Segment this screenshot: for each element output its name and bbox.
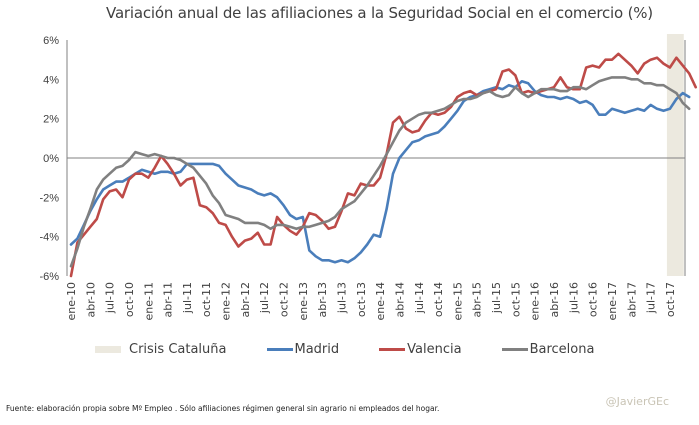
author-credit: @JavierGEc <box>605 395 669 408</box>
x-tick-label: jul-13 <box>335 282 348 314</box>
shaded-region-crisis <box>666 34 684 276</box>
x-tick-label: oct-15 <box>509 282 522 317</box>
x-tick-label: jul-11 <box>181 282 194 314</box>
x-tick-label: jul-12 <box>258 282 271 314</box>
x-tick-label: abr-11 <box>162 282 175 318</box>
legend-item-crisis: Crisis Cataluña <box>95 342 227 357</box>
y-tick-label: 6% <box>43 35 59 47</box>
series-line-valencia <box>69 52 698 278</box>
x-tick-label: ene-12 <box>220 282 233 320</box>
x-tick-label: abr-16 <box>548 282 561 318</box>
x-tick-label: oct-11 <box>200 282 213 317</box>
y-tick-labels: 6% 4% 2% 0% -2% -4% -6% <box>39 35 59 283</box>
x-tick-label: abr-13 <box>316 282 329 318</box>
x-tick-label: oct-12 <box>278 282 291 317</box>
x-tick-label: ene-10 <box>65 282 78 320</box>
y-tick-label: -4% <box>39 232 59 244</box>
series-layer <box>69 52 698 278</box>
legend-label-crisis: Crisis Cataluña <box>129 342 227 357</box>
y-tick-label: -6% <box>39 271 59 283</box>
x-tick-label: abr-14 <box>393 282 406 318</box>
x-tick-label: ene-14 <box>374 282 387 320</box>
x-tick-label: jul-17 <box>645 282 658 314</box>
legend-swatch-crisis <box>95 346 121 353</box>
shaded-region-layer <box>666 34 684 276</box>
x-tick-label: oct-17 <box>664 282 677 317</box>
x-tick-label: jul-10 <box>104 282 117 314</box>
legend-item-barcelona: Barcelona <box>501 342 595 357</box>
line-chart: 6% 4% 2% 0% -2% -4% -6% ene-10 abr-10 jul-10 oct-… <box>39 34 698 320</box>
x-tick-label: ene-11 <box>142 282 155 320</box>
chart-title: Variación anual de las afiliaciones a la… <box>106 4 653 22</box>
x-tick-label: ene-15 <box>451 282 464 320</box>
y-tick-label: 2% <box>43 114 59 126</box>
series-line-madrid <box>69 80 691 264</box>
x-tick-label: jul-15 <box>490 282 503 314</box>
y-tick-label: -2% <box>39 192 59 204</box>
y-tick-label: 0% <box>43 153 59 165</box>
legend-item-madrid: Madrid <box>266 342 340 357</box>
source-note: Fuente: elaboración propia sobre Mº Empl… <box>6 404 440 413</box>
x-tick-label: oct-16 <box>587 282 600 317</box>
x-tick-label: abr-15 <box>471 282 484 318</box>
series-line-barcelona <box>69 76 691 268</box>
y-tick-label: 4% <box>43 74 59 86</box>
legend-swatch-madrid <box>266 348 293 351</box>
x-tick-labels: ene-10 abr-10 jul-10 oct-10 ene-11 abr-11 jul-… <box>65 282 677 320</box>
x-tick-label: oct-14 <box>432 282 445 317</box>
x-tick-label: ene-16 <box>529 282 542 320</box>
legend-label-madrid: Madrid <box>294 342 340 357</box>
x-tick-label: abr-10 <box>84 282 97 318</box>
legend-swatch-valencia <box>379 348 406 351</box>
legend-label-barcelona: Barcelona <box>529 342 595 357</box>
legend: Crisis Cataluña Madrid Valencia Barcelon… <box>95 342 634 357</box>
x-tick-label: oct-10 <box>123 282 136 317</box>
legend-label-valencia: Valencia <box>407 342 462 357</box>
legend-swatch-barcelona <box>501 348 528 351</box>
x-tick-label: ene-13 <box>297 282 310 320</box>
x-tick-label: jul-16 <box>567 282 580 314</box>
x-tick-label: abr-12 <box>239 282 252 318</box>
x-tick-label: oct-13 <box>355 282 368 317</box>
x-tick-label: ene-17 <box>606 282 619 320</box>
legend-item-valencia: Valencia <box>379 342 462 357</box>
x-tick-label: jul-14 <box>413 282 426 314</box>
x-tick-label: abr-17 <box>625 282 638 318</box>
